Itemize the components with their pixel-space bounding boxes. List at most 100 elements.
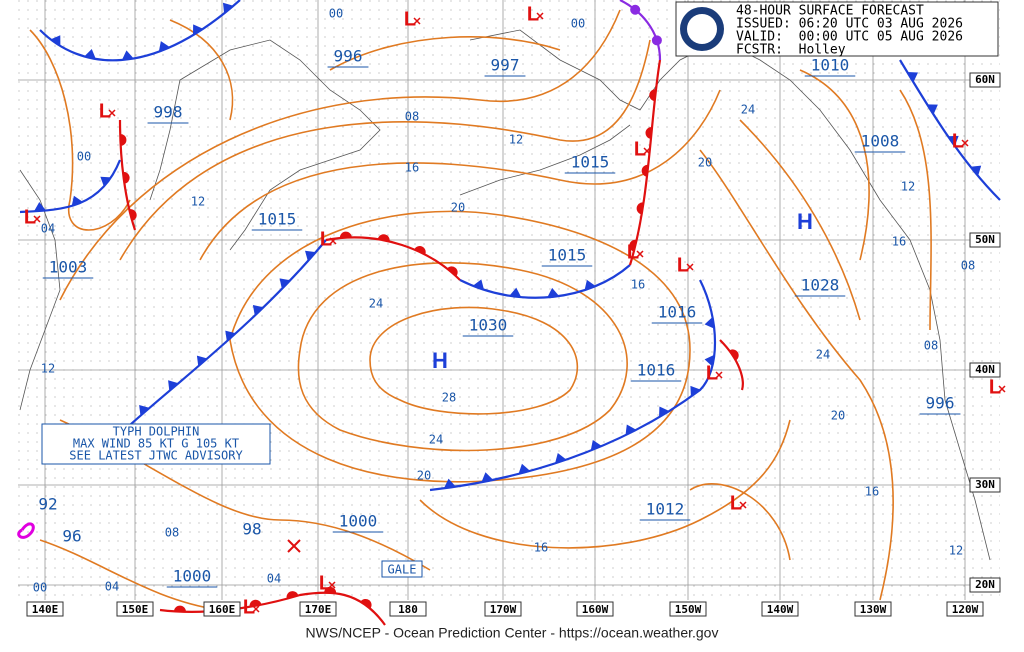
pressure-label: 1010	[811, 56, 850, 75]
isobar-label: 16	[865, 485, 879, 499]
cold-front-barb	[443, 478, 456, 489]
isobar-label: 20	[831, 409, 845, 423]
low-center: L	[24, 206, 36, 228]
warm-front-barb	[339, 231, 352, 238]
lon-label-frame	[299, 601, 337, 617]
labels: 140E 150E 160E 170E 180 170W 160W 150W 140W 130W 1…	[17, 3, 1006, 618]
lon-label: 130W	[860, 603, 887, 616]
low-center: L	[404, 8, 416, 30]
lat-label-frame	[969, 72, 1001, 88]
pressure-label: 996	[334, 47, 363, 66]
lat-label: 30N	[975, 478, 995, 491]
lon-label-frame	[203, 601, 241, 617]
isobar-label: 12	[509, 133, 523, 147]
cold-front-barb	[50, 35, 61, 47]
header: 48-HOUR SURFACE FORECAST ISSUED: 06:20 U…	[675, 1, 999, 58]
occluded-front-barb	[630, 4, 641, 15]
isobars	[29, 9, 932, 611]
pressure-label: 1028	[801, 276, 840, 295]
isobar-label: 08	[961, 259, 975, 273]
low-marker	[413, 17, 421, 25]
low-marker	[643, 147, 651, 155]
lat-label-frame	[969, 232, 1001, 248]
typhoon-frame	[41, 423, 271, 465]
cold-front-barb	[481, 472, 494, 483]
pressure-label: 1016	[658, 303, 697, 322]
warm-front-barb	[249, 599, 262, 607]
isobar-label: 08	[405, 110, 419, 124]
cold-front-barb	[305, 250, 316, 262]
lon-label: 120W	[952, 603, 979, 616]
cold-front-barb	[196, 355, 208, 367]
isobar-label: 04	[267, 572, 281, 586]
occ-front	[619, 0, 662, 61]
lat-label: 20N	[975, 578, 995, 591]
low-center: L	[319, 572, 331, 594]
low-marker	[108, 109, 116, 117]
lat-label: 60N	[975, 73, 995, 86]
lon-label-frame	[854, 601, 892, 617]
occluded-front-barb	[651, 35, 662, 46]
isobar-label: 08	[924, 339, 938, 353]
cold-front-barb	[84, 49, 96, 60]
cold-front-barb	[704, 316, 715, 329]
pressure-label: 1015	[258, 210, 297, 229]
warm-front-barb	[414, 246, 426, 255]
low-center: L	[99, 100, 111, 122]
cold-front-barb	[659, 406, 670, 418]
lon-label-frame	[946, 601, 984, 617]
low-marker	[252, 605, 260, 613]
low-marker	[536, 12, 544, 20]
lat-label: 50N	[975, 233, 995, 246]
lon-label: 170W	[490, 603, 517, 616]
cold-front	[129, 239, 327, 426]
typhoon-symbol	[17, 522, 35, 539]
low-marker	[961, 139, 969, 147]
fronts	[19, 0, 1001, 626]
cold-front-barb	[518, 463, 531, 474]
cold-front-barb	[625, 424, 637, 436]
isobar-label: 12	[901, 180, 915, 194]
warm-front-barb	[120, 133, 127, 146]
isobar-label: 00	[571, 17, 585, 31]
pressure-label: 1003	[49, 258, 88, 277]
lon-label-frame	[576, 601, 614, 617]
pressure-label: 1008	[861, 132, 900, 151]
isobar-label: 04	[41, 222, 55, 236]
cold-front-barb	[927, 104, 938, 115]
isobar-label: 12	[41, 362, 55, 376]
forecast-position	[287, 539, 301, 553]
lon-label: 140W	[767, 603, 794, 616]
pressure-label: 1000	[339, 512, 378, 531]
cold-front-barb	[139, 404, 150, 416]
pressure-label: 1015	[548, 246, 587, 265]
low-marker	[998, 385, 1006, 393]
typhoon-text: TYPH DOLPHIN	[113, 425, 200, 439]
pressure-label: 1000	[173, 567, 212, 586]
isobar-label: 20	[451, 201, 465, 215]
lon-label-frame	[26, 601, 64, 617]
high-center: H	[432, 348, 448, 373]
lon-label: 140E	[32, 603, 59, 616]
lon-label-frame	[484, 601, 522, 617]
warm-front	[325, 236, 461, 281]
isobar-label: 24	[816, 348, 830, 362]
isobar-label: 12	[949, 544, 963, 558]
isobar-label: 20	[417, 469, 431, 483]
typhoon-text: MAX WIND 85 KT G 105 KT	[73, 437, 239, 451]
header-line: 48-HOUR SURFACE FORECAST	[736, 4, 924, 19]
lon-label-frame	[116, 601, 154, 617]
low-center: L	[527, 3, 539, 25]
isobar-label: 16	[405, 161, 419, 175]
cold-front-barb	[252, 304, 264, 316]
warm-front-barb	[729, 349, 739, 361]
pressure-label: 996	[926, 394, 955, 413]
lat-label-frame	[969, 362, 1001, 378]
low-marker	[739, 501, 747, 509]
lon-label-frame	[669, 601, 707, 617]
isobar-label: 04	[105, 580, 119, 594]
cold-front-barb	[947, 135, 959, 146]
pressure-label: 997	[491, 56, 520, 75]
low-marker	[686, 263, 694, 271]
lat-label-frame	[969, 477, 1001, 493]
